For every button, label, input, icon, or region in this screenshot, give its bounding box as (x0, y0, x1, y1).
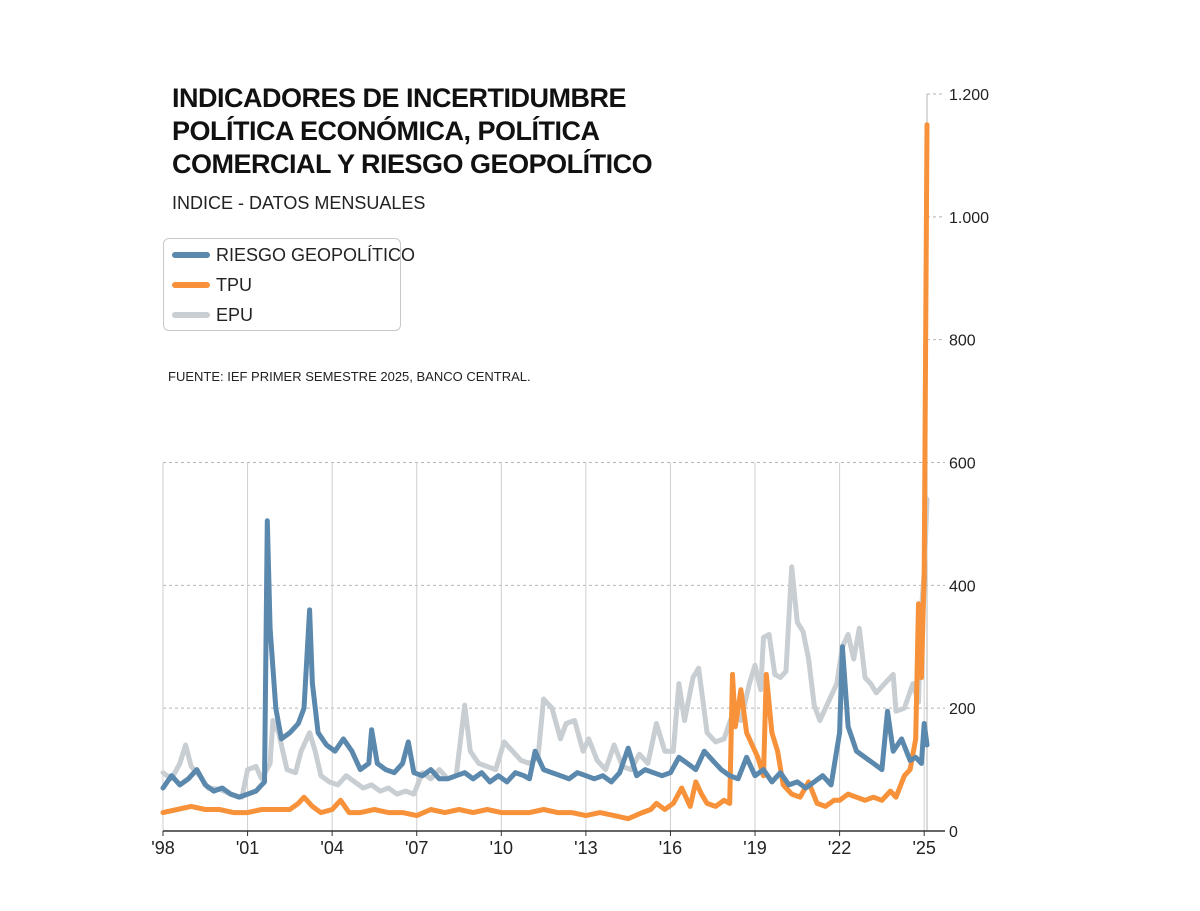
legend-item-epu: EPU (172, 303, 253, 327)
chart-legend: RIESGO GEOPOLÍTICO TPU EPU (163, 238, 415, 331)
legend-label-epu: EPU (216, 304, 254, 325)
legend-item-riesgo-geopolitico: RIESGO GEOPOLÍTICO (172, 243, 415, 267)
y-tick-label: 800 (949, 333, 976, 350)
legend-swatch-riesgo-geopolitico (172, 252, 210, 258)
x-tick-label: '04 (320, 838, 343, 858)
x-tick-label: '22 (828, 838, 851, 858)
x-tick-label: '16 (659, 838, 682, 858)
y-tick-label: 0 (949, 824, 958, 841)
legend-swatch-tpu (172, 282, 210, 288)
y-tick-label: 200 (949, 701, 976, 718)
chart-title: INDICADORES DE INCERTIDUMBRE POLÍTICA EC… (172, 83, 653, 179)
x-tick-label: '98 (151, 838, 174, 858)
x-tick-label: '13 (574, 838, 597, 858)
x-tick-label: '10 (490, 838, 513, 858)
y-tick-label: 1.000 (949, 210, 989, 227)
x-tick-label: '01 (236, 838, 259, 858)
legend-label-riesgo-geopolitico: RIESGO GEOPOLÍTICO (216, 244, 416, 265)
chart-source-note: FUENTE: IEF PRIMER SEMESTRE 2025, BANCO … (168, 369, 531, 384)
x-tick-label: '19 (743, 838, 766, 858)
chart-subtitle: INDICE - DATOS MENSUALES (172, 193, 426, 213)
legend-label-tpu: TPU (216, 274, 252, 295)
series-line-tpu (160, 122, 930, 822)
y-tick-label: 1.200 (949, 87, 989, 104)
x-tick-label: '25 (912, 838, 935, 858)
x-tick-label: '07 (405, 838, 428, 858)
y-tick-label: 400 (949, 578, 976, 595)
y-tick-label: 600 (949, 456, 976, 473)
series-line-epu (160, 496, 930, 800)
series-line-riesgo-geopol-tico (160, 518, 930, 800)
legend-swatch-epu (172, 312, 210, 318)
legend-item-tpu: TPU (172, 273, 252, 297)
